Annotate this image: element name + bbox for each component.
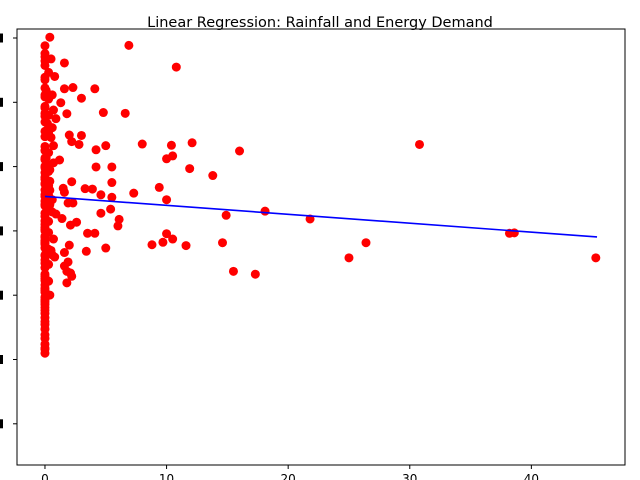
y-tick-label-clipped [0,355,3,364]
data-point [59,84,69,94]
data-point [76,130,86,140]
data-point [59,187,69,197]
data-point [221,210,231,220]
data-point [67,271,77,281]
data-point [90,228,100,238]
data-point [76,93,86,103]
data-point [344,253,354,263]
data-point [154,182,164,192]
data-point [40,41,50,51]
data-point [50,71,60,81]
data-point [74,139,84,149]
data-point [147,240,157,250]
regression-line [44,195,598,238]
data-point [166,140,176,150]
data-point [107,178,117,188]
data-point [235,146,245,156]
data-point [40,75,50,85]
data-point [260,206,270,216]
data-point [509,228,519,238]
data-point [250,269,260,279]
axes-frame [16,28,626,466]
plot-area [40,32,601,358]
data-point [218,238,227,248]
data-point [106,204,116,214]
data-point [361,238,371,248]
data-point [208,171,218,181]
data-point [68,198,78,208]
y-tick-label-clipped [0,226,3,236]
data-point [48,141,58,151]
y-tick-label-clipped [0,419,3,429]
data-point [90,84,100,94]
data-point [87,184,97,194]
data-point [50,252,60,262]
data-point [181,241,191,251]
data-point [83,228,93,238]
data-point [113,221,123,231]
data-point [162,229,172,239]
data-point [107,192,117,202]
x-tick-label: 30 [402,472,417,480]
data-point [81,246,91,256]
x-tick-label: 10 [159,472,174,480]
data-point [185,164,195,174]
data-point [107,162,117,172]
data-point [40,263,50,273]
data-point [44,94,54,104]
data-point [64,240,74,250]
data-point [124,40,134,50]
data-point [62,109,72,119]
data-point [101,141,111,151]
data-point [67,137,77,147]
data-point [162,195,172,205]
data-point [162,154,172,164]
data-point [45,32,55,42]
data-point [91,145,101,155]
data-point [57,214,67,224]
x-tick-label: 0 [41,472,49,480]
data-point [171,62,181,72]
data-point [40,348,50,358]
x-tick-label: 20 [281,472,296,480]
data-point [187,138,197,148]
data-point [68,83,78,93]
data-point [48,234,58,244]
data-point [46,132,56,142]
data-point [40,60,50,70]
data-point [158,237,168,247]
data-point [80,184,90,194]
data-point [168,234,178,244]
data-point [129,188,139,198]
data-point [137,139,147,149]
data-point [101,243,111,253]
data-point [98,108,108,118]
y-tick-label-clipped [0,33,3,43]
axes: 0 10 20 30 40 [0,33,539,480]
data-point [62,278,72,288]
y-tick-label-clipped [0,162,3,172]
chart-title: Linear Regression: Rainfall and Energy D… [147,15,493,31]
data-point [415,139,424,149]
data-point [59,58,69,68]
data-point [120,108,130,118]
data-point [59,248,69,258]
data-point [51,114,61,124]
x-tick-label: 40 [524,472,539,480]
data-point [591,253,601,263]
data-point [67,177,77,187]
y-tick-label-clipped [0,97,3,107]
y-tick-label-clipped [0,290,3,300]
data-point [56,98,66,108]
data-point [66,220,75,230]
data-point [96,190,106,200]
data-point [96,208,106,218]
data-point [228,266,238,276]
data-point [91,162,101,172]
